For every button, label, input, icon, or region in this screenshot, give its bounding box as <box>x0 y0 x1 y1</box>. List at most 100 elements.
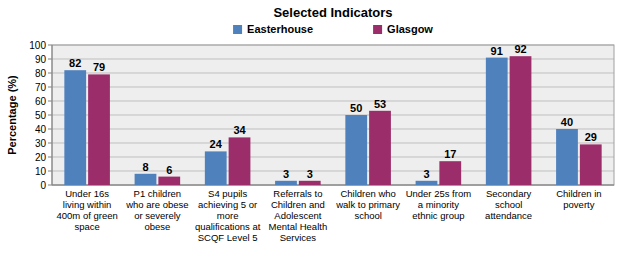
category-line: Adolescent <box>274 210 321 221</box>
bar <box>158 177 180 185</box>
bar <box>345 115 367 185</box>
data-label: 50 <box>350 102 362 114</box>
data-label: 3 <box>423 168 429 180</box>
tick-mark <box>48 115 52 116</box>
category-line: Services <box>280 232 317 243</box>
y-axis <box>52 45 53 185</box>
category-label: Referrals toChildren andAdolescentMental… <box>269 188 328 243</box>
category-label: Under 16sliving within400m of greenspace <box>56 188 117 232</box>
category-line: walk to primary <box>335 199 400 210</box>
bar <box>299 181 321 185</box>
bars <box>64 56 601 185</box>
data-label: 92 <box>514 43 526 55</box>
category-line: a minority <box>418 199 459 210</box>
bar <box>135 174 157 185</box>
category-label: S4 pupilsachieving 5 ormorequalification… <box>195 188 261 243</box>
bar <box>510 56 532 185</box>
category-label: P1 childrenwho are obeseor severelyobese <box>125 188 188 232</box>
legend-label: Easterhouse <box>247 23 313 35</box>
category-line: S4 pupils <box>208 188 247 199</box>
bar <box>580 144 602 185</box>
bar <box>416 181 438 185</box>
data-label: 82 <box>69 57 81 69</box>
tick-mark <box>48 171 52 172</box>
bar <box>64 70 86 185</box>
category-line: ethnic group <box>412 210 464 221</box>
tick-label: 70 <box>35 82 47 93</box>
category-line: or severely <box>134 210 181 221</box>
category-label: Secondaryschoolattendance <box>485 188 532 221</box>
category-line: Children and <box>271 199 325 210</box>
tick-mark <box>48 157 52 158</box>
tick-label: 60 <box>35 96 47 107</box>
bar <box>556 129 578 185</box>
data-label: 34 <box>233 124 246 136</box>
category-line: qualifications at <box>195 221 261 232</box>
bar <box>486 58 508 185</box>
data-label: 29 <box>585 131 597 143</box>
tick-label: 10 <box>35 166 47 177</box>
bar <box>88 74 110 185</box>
category-line: school <box>354 210 381 221</box>
legend-swatch <box>233 25 242 34</box>
data-label: 3 <box>307 168 313 180</box>
category-line: more <box>217 210 239 221</box>
category-line: school <box>495 199 522 210</box>
category-line: obese <box>144 221 170 232</box>
tick-label: 40 <box>35 124 47 135</box>
plot-frame <box>52 45 614 185</box>
tick-mark <box>48 87 52 88</box>
data-label: 53 <box>374 98 386 110</box>
tick-mark <box>48 73 52 74</box>
category-label: Children inpoverty <box>556 188 601 210</box>
data-label: 40 <box>561 116 573 128</box>
tick-label: 0 <box>40 180 46 191</box>
category-line: Secondary <box>486 188 532 199</box>
tick-label: 90 <box>35 54 47 65</box>
tick-label: 20 <box>35 152 47 163</box>
bar <box>205 151 227 185</box>
tick-label: 50 <box>35 110 47 121</box>
tick-mark <box>48 59 52 60</box>
legend-label: Glasgow <box>387 23 433 35</box>
category-line: Under 16s <box>65 188 109 199</box>
category-line: living within <box>63 199 112 210</box>
data-label: 24 <box>210 138 223 150</box>
category-line: Children in <box>556 188 601 199</box>
tick-label: 80 <box>35 68 47 79</box>
category-line: poverty <box>563 199 594 210</box>
category-line: who are obese <box>125 199 188 210</box>
chart: Selected Indicators 0 10 20 30 40 50 60 70 80 90 10… <box>0 0 624 263</box>
data-label: 17 <box>444 148 456 160</box>
category-line: Mental Health <box>269 221 328 232</box>
bar <box>369 111 391 185</box>
category-line: space <box>74 221 99 232</box>
tick-mark <box>48 45 52 46</box>
category-label: Children whowalk to primaryschool <box>335 188 400 221</box>
plot-area <box>52 45 614 185</box>
category-line: 400m of green <box>56 210 117 221</box>
category-line: P1 children <box>134 188 182 199</box>
category-line: attendance <box>485 210 532 221</box>
data-labels: 827986243433505331791924029 <box>69 43 597 180</box>
tick-mark <box>48 143 52 144</box>
legend-swatch <box>373 25 382 34</box>
tick-mark <box>48 101 52 102</box>
legend: Easterhouse Glasgow <box>233 23 433 35</box>
data-label: 91 <box>491 45 503 57</box>
title: Selected Indicators <box>273 5 392 20</box>
axis-label: Percentage (%) <box>6 75 18 155</box>
category-label: Under 25s froma minorityethnic group <box>406 188 472 221</box>
data-label: 8 <box>142 161 148 173</box>
tick-label: 30 <box>35 138 47 149</box>
bar <box>275 181 297 185</box>
tick-label: 100 <box>29 40 46 51</box>
data-label: 3 <box>283 168 289 180</box>
bar <box>439 161 461 185</box>
category-line: SCQF Level 5 <box>198 232 258 243</box>
category-line: achieving 5 or <box>198 199 257 210</box>
tick-mark <box>48 185 52 186</box>
tick-mark <box>48 129 52 130</box>
bar <box>229 137 251 185</box>
category-line: Under 25s from <box>406 188 472 199</box>
